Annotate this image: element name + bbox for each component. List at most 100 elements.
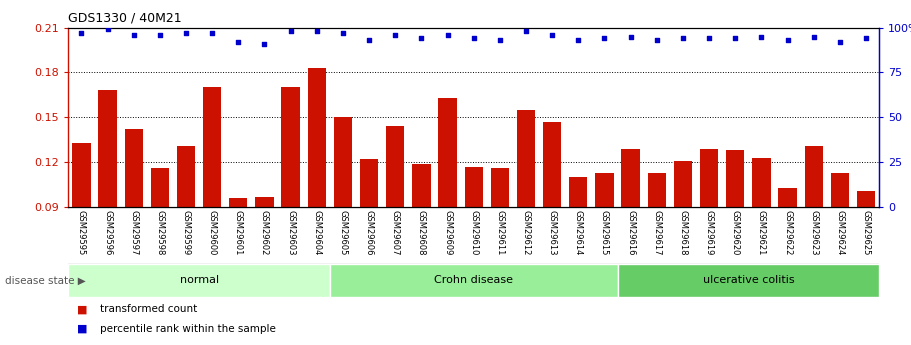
Point [598,36,612,41]
Bar [465,167,483,342]
Bar [857,190,875,342]
Point [806,34,821,39]
Point [676,36,691,41]
Text: ulcerative colitis: ulcerative colitis [702,275,794,285]
Bar [831,172,849,342]
Point [440,32,455,38]
Point [415,36,429,41]
Text: GDS1330 / 40M21: GDS1330 / 40M21 [68,11,182,24]
Point [179,30,193,36]
Text: GSM29606: GSM29606 [364,210,374,255]
Point [859,36,874,41]
Text: GSM29614: GSM29614 [574,210,583,255]
Text: GSM29621: GSM29621 [757,210,766,255]
Text: GSM29613: GSM29613 [548,210,557,255]
Bar [230,198,248,342]
Point [231,39,246,45]
Point [728,36,742,41]
Text: GSM29622: GSM29622 [783,210,792,255]
Text: GSM29618: GSM29618 [679,210,688,255]
Text: GSM29625: GSM29625 [862,210,871,255]
Text: GSM29610: GSM29610 [469,210,478,255]
Bar [281,87,300,342]
Text: ■: ■ [77,324,88,334]
Bar [804,146,823,342]
Text: ■: ■ [77,304,88,314]
Text: GSM29596: GSM29596 [103,210,112,255]
Bar [150,168,169,342]
Bar [68,264,330,297]
Bar [386,126,404,342]
Text: GSM29604: GSM29604 [312,210,322,255]
Bar [543,122,561,342]
Text: GSM29619: GSM29619 [704,210,713,255]
Point [127,32,141,38]
Text: transformed count: transformed count [100,304,198,314]
Bar [752,158,771,342]
Bar [618,264,879,297]
Text: GSM29612: GSM29612 [521,210,530,255]
Bar [308,68,326,342]
Text: GSM29620: GSM29620 [731,210,740,255]
Text: GSM29615: GSM29615 [600,210,609,255]
Point [545,32,559,38]
Bar [621,149,640,342]
Bar [255,197,273,342]
Text: GSM29599: GSM29599 [181,210,190,255]
Point [388,32,403,38]
Point [74,30,88,36]
Point [781,37,795,43]
Text: GSM29609: GSM29609 [443,210,452,255]
Point [362,37,376,43]
Bar [177,146,195,342]
Text: GSM29601: GSM29601 [234,210,243,255]
Text: GSM29605: GSM29605 [339,210,347,255]
Bar [125,129,143,342]
Text: disease state ▶: disease state ▶ [5,275,86,285]
Point [283,28,298,34]
Point [257,41,271,47]
Point [571,37,586,43]
Bar [438,98,456,342]
Point [701,36,716,41]
Point [518,28,533,34]
Bar [98,90,117,342]
Text: GSM29616: GSM29616 [626,210,635,255]
Bar [648,172,666,342]
Bar [517,110,535,342]
Bar [72,143,90,342]
Text: GSM29608: GSM29608 [417,210,426,255]
Point [100,27,115,32]
Text: GSM29624: GSM29624 [835,210,844,255]
Point [335,30,350,36]
Bar [360,159,378,342]
Text: GSM29595: GSM29595 [77,210,86,255]
Point [466,36,481,41]
Bar [674,161,692,342]
Text: Crohn disease: Crohn disease [435,275,513,285]
Point [754,34,769,39]
Text: GSM29600: GSM29600 [208,210,217,255]
Bar [333,117,353,342]
Text: GSM29623: GSM29623 [809,210,818,255]
Point [152,32,167,38]
Point [833,39,847,45]
Point [650,37,664,43]
Text: GSM29597: GSM29597 [129,210,138,255]
Bar [413,164,431,342]
Bar [330,264,618,297]
Bar [596,172,614,342]
Text: percentile rank within the sample: percentile rank within the sample [100,324,276,334]
Text: GSM29611: GSM29611 [496,210,505,255]
Point [493,37,507,43]
Bar [569,177,588,342]
Point [205,30,220,36]
Bar [726,150,744,342]
Bar [700,149,718,342]
Text: GSM29598: GSM29598 [156,210,164,255]
Point [623,34,638,39]
Text: normal: normal [179,275,219,285]
Text: GSM29603: GSM29603 [286,210,295,255]
Text: GSM29607: GSM29607 [391,210,400,255]
Text: GSM29602: GSM29602 [260,210,269,255]
